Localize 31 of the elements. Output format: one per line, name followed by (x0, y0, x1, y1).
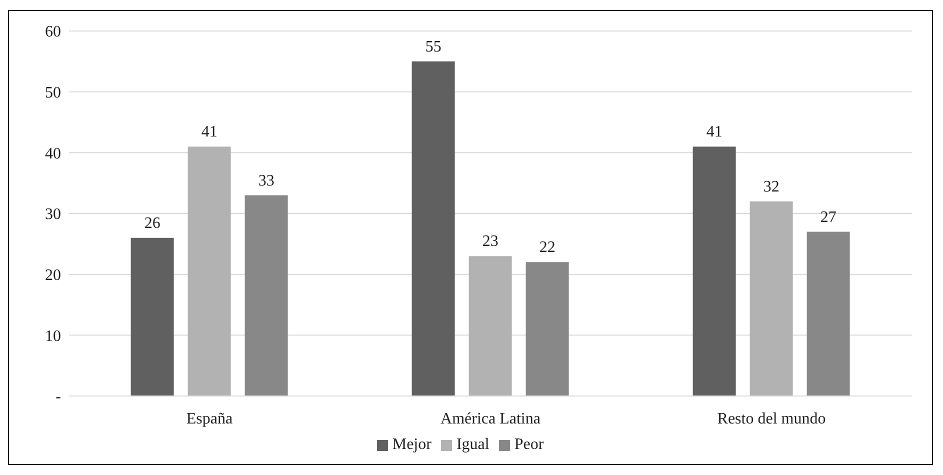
y-tick-label: - (56, 388, 61, 406)
y-tick-label: 60 (45, 24, 61, 41)
bar (468, 256, 512, 396)
x-tick-label: Resto del mundo (717, 410, 826, 428)
x-tick-label: América Latina (440, 410, 540, 428)
legend-label: Peor (514, 436, 544, 453)
data-label: 41 (201, 124, 218, 141)
bar (692, 146, 736, 396)
data-label: 55 (425, 38, 442, 56)
y-tick-label: 30 (45, 206, 61, 224)
data-label: 41 (706, 124, 722, 141)
legend-label: Mejor (392, 436, 432, 453)
bar (130, 238, 174, 396)
data-label: 23 (482, 233, 498, 250)
data-label: 22 (539, 239, 556, 256)
bar (806, 232, 850, 396)
x-tick-label: España (186, 410, 233, 428)
bar (188, 146, 231, 396)
y-tick-label: 50 (45, 84, 61, 102)
bar (526, 262, 569, 396)
data-label: 27 (820, 208, 836, 226)
data-label: 26 (144, 214, 160, 232)
y-tick-label: 40 (45, 145, 61, 162)
bar (750, 201, 793, 396)
y-tick-label: 20 (45, 267, 61, 284)
legend-label: Igual (456, 436, 490, 453)
data-label: 33 (258, 172, 274, 190)
y-tick-label: 10 (45, 328, 61, 345)
bar (412, 61, 455, 396)
bar (244, 195, 288, 396)
data-label: 32 (763, 178, 780, 196)
